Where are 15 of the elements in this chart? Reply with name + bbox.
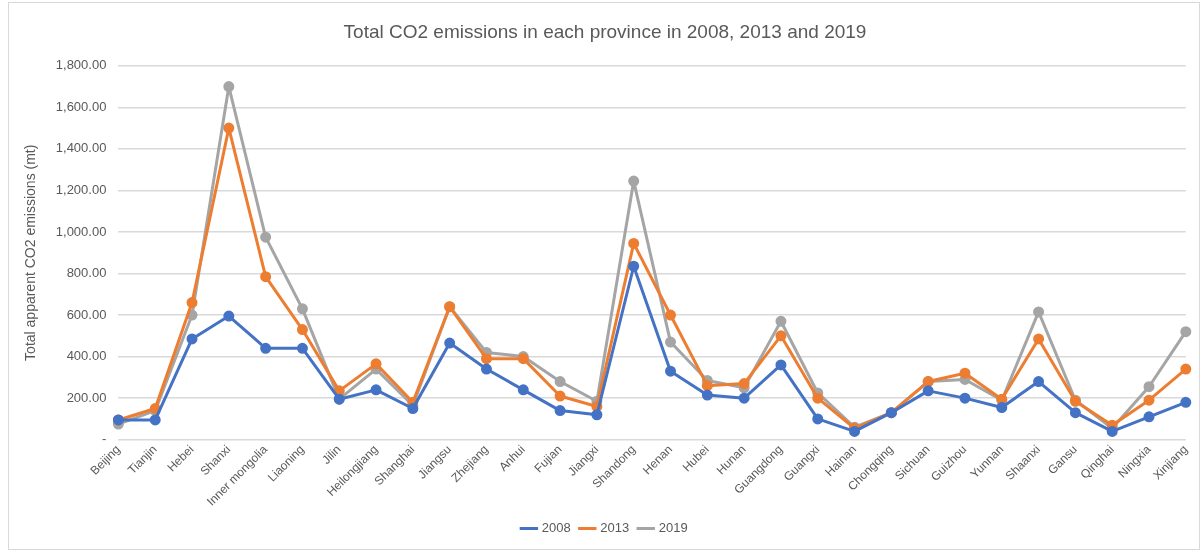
y-tick-label: 1,600.00 — [55, 98, 107, 114]
legend-label: 2013 — [600, 520, 630, 536]
chart-title: Total CO2 emissions in each province in 2008, 2013 and 2019 — [343, 20, 867, 42]
y-tick-label: 800.00 — [66, 265, 107, 281]
legend-label: 2008 — [541, 520, 571, 536]
y-tick-label: 600.00 — [66, 306, 107, 322]
y-tick-label: 1,400.00 — [55, 140, 107, 156]
y-tick-label: 400.00 — [66, 348, 107, 364]
y-tick-label: 200.00 — [66, 389, 107, 405]
y-axis-title: Total apparent CO2 emissions (mt) — [22, 144, 39, 361]
legend-label: 2019 — [658, 520, 688, 536]
y-tick-label: 1,200.00 — [55, 182, 107, 198]
y-tick-label: 1,800.00 — [55, 57, 107, 73]
y-tick-label: 1,000.00 — [55, 223, 107, 239]
y-tick-label: - — [102, 431, 107, 447]
